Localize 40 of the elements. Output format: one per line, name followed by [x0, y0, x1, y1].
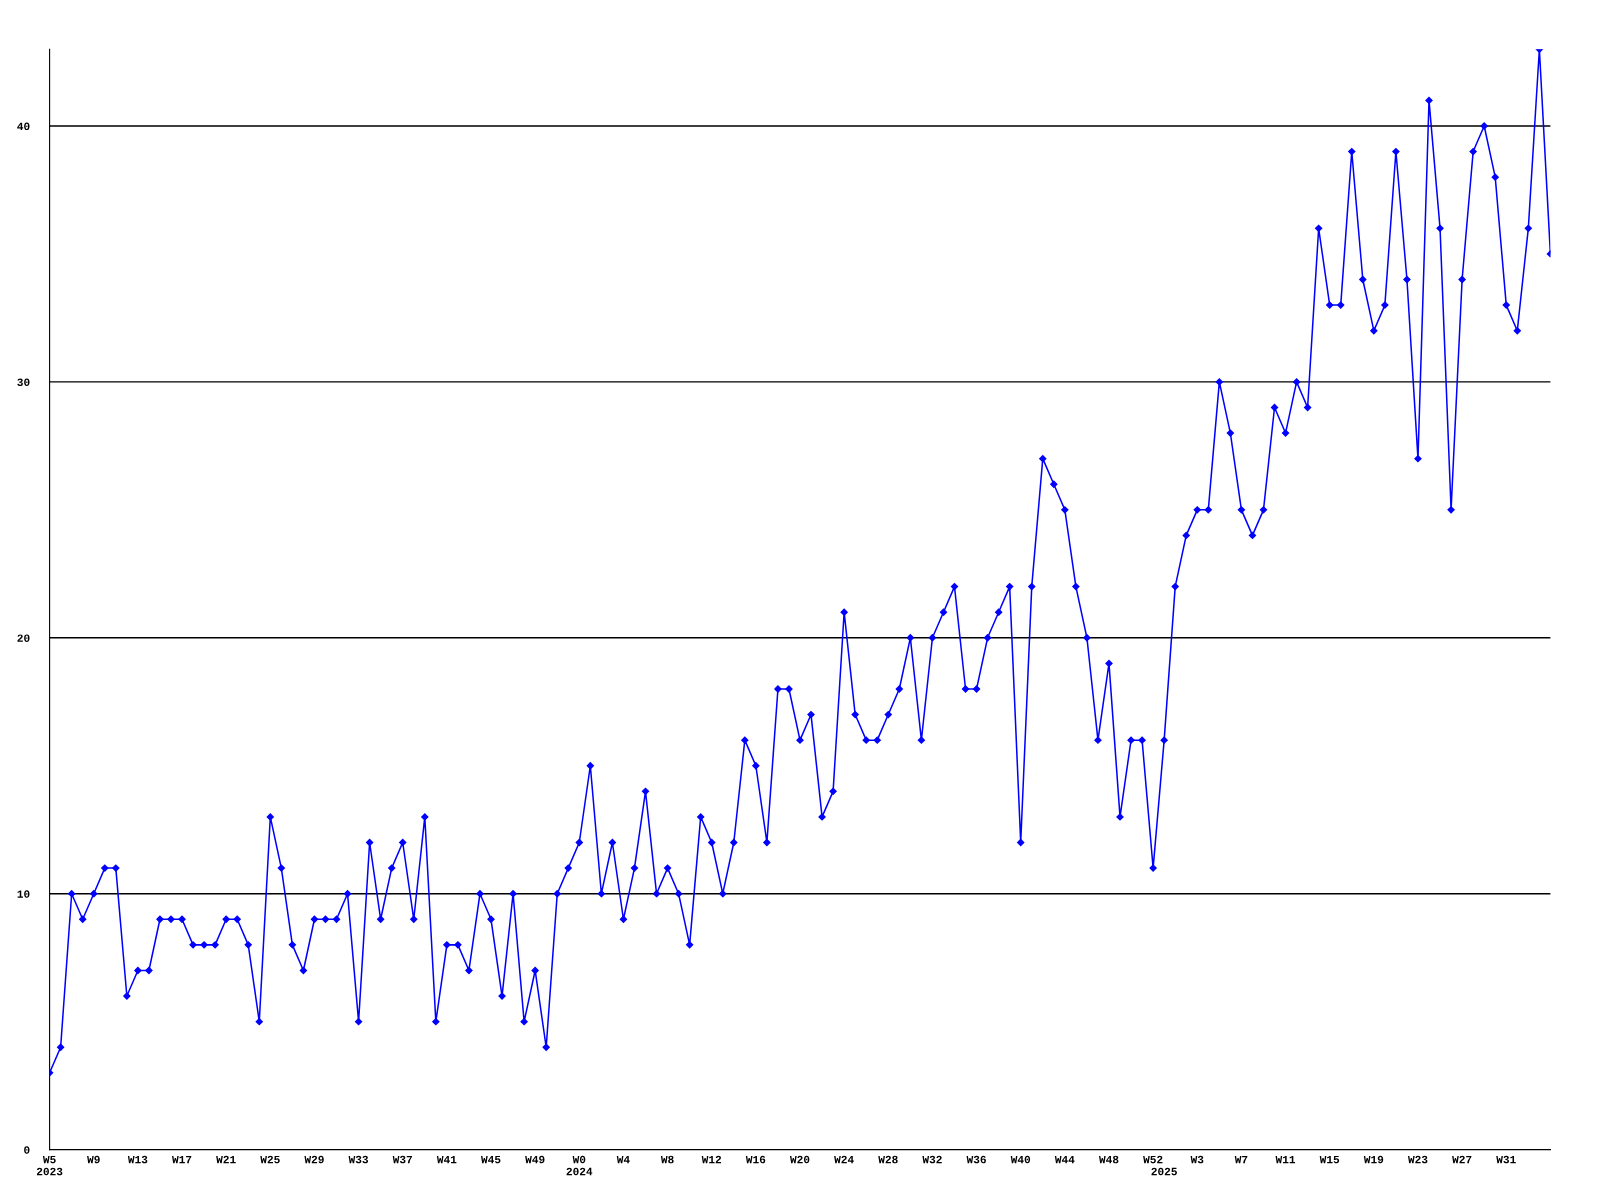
x-tick-label: W5 2023: [36, 1155, 63, 1176]
x-tick-label: W45: [481, 1155, 501, 1164]
y-tick-label: 10: [17, 890, 30, 898]
x-tick-label: W23: [1407, 1155, 1428, 1164]
x-tick-label: W0 2024: [566, 1155, 593, 1176]
x-tick-label: W12: [701, 1155, 722, 1164]
x-tick-label: W36: [966, 1155, 986, 1164]
x-tick-label: W52: [1143, 1155, 1163, 1164]
y-tick-label: 40: [17, 122, 30, 131]
x-tick-label: W33: [348, 1155, 369, 1164]
x-tick-label: W28: [878, 1155, 898, 1164]
x-tick-label: W20: [790, 1155, 810, 1164]
x-tick-label: W41: [436, 1155, 457, 1164]
x-tick-label: W19: [1363, 1155, 1384, 1164]
x-tick-label: W29: [304, 1155, 324, 1164]
x-tick-label: W3: [1190, 1155, 1204, 1164]
x-tick-label: W11: [1275, 1155, 1296, 1164]
x-tick-label: 2025: [1151, 1167, 1177, 1176]
x-tick-label: W13: [127, 1155, 148, 1164]
x-tick-label: W8: [660, 1155, 674, 1164]
x-tick-label: W27: [1452, 1155, 1472, 1164]
x-tick-label: W44: [1054, 1155, 1075, 1164]
x-tick-label: W4: [616, 1155, 630, 1164]
x-tick-label: W21: [216, 1155, 236, 1164]
x-tick-label: W16: [745, 1155, 766, 1164]
x-tick-label: W31: [1496, 1155, 1516, 1164]
x-tick-label: W32: [922, 1155, 942, 1164]
x-tick-label: W48: [1098, 1155, 1119, 1164]
x-tick-label: W15: [1319, 1155, 1340, 1164]
y-tick-label: 20: [17, 634, 30, 642]
x-tick-label: W9: [87, 1155, 100, 1164]
x-tick-label: W24: [834, 1155, 854, 1164]
x-tick-label: W25: [260, 1155, 280, 1164]
x-tick-label: W40: [1010, 1155, 1031, 1164]
y-tick-label: 0: [24, 1146, 30, 1154]
x-tick-label: W49: [525, 1155, 545, 1164]
x-tick-label: W7: [1234, 1155, 1248, 1164]
y-tick-label: 30: [17, 378, 30, 387]
x-tick-label: W17: [172, 1155, 192, 1164]
x-tick-label: W37: [392, 1155, 412, 1164]
